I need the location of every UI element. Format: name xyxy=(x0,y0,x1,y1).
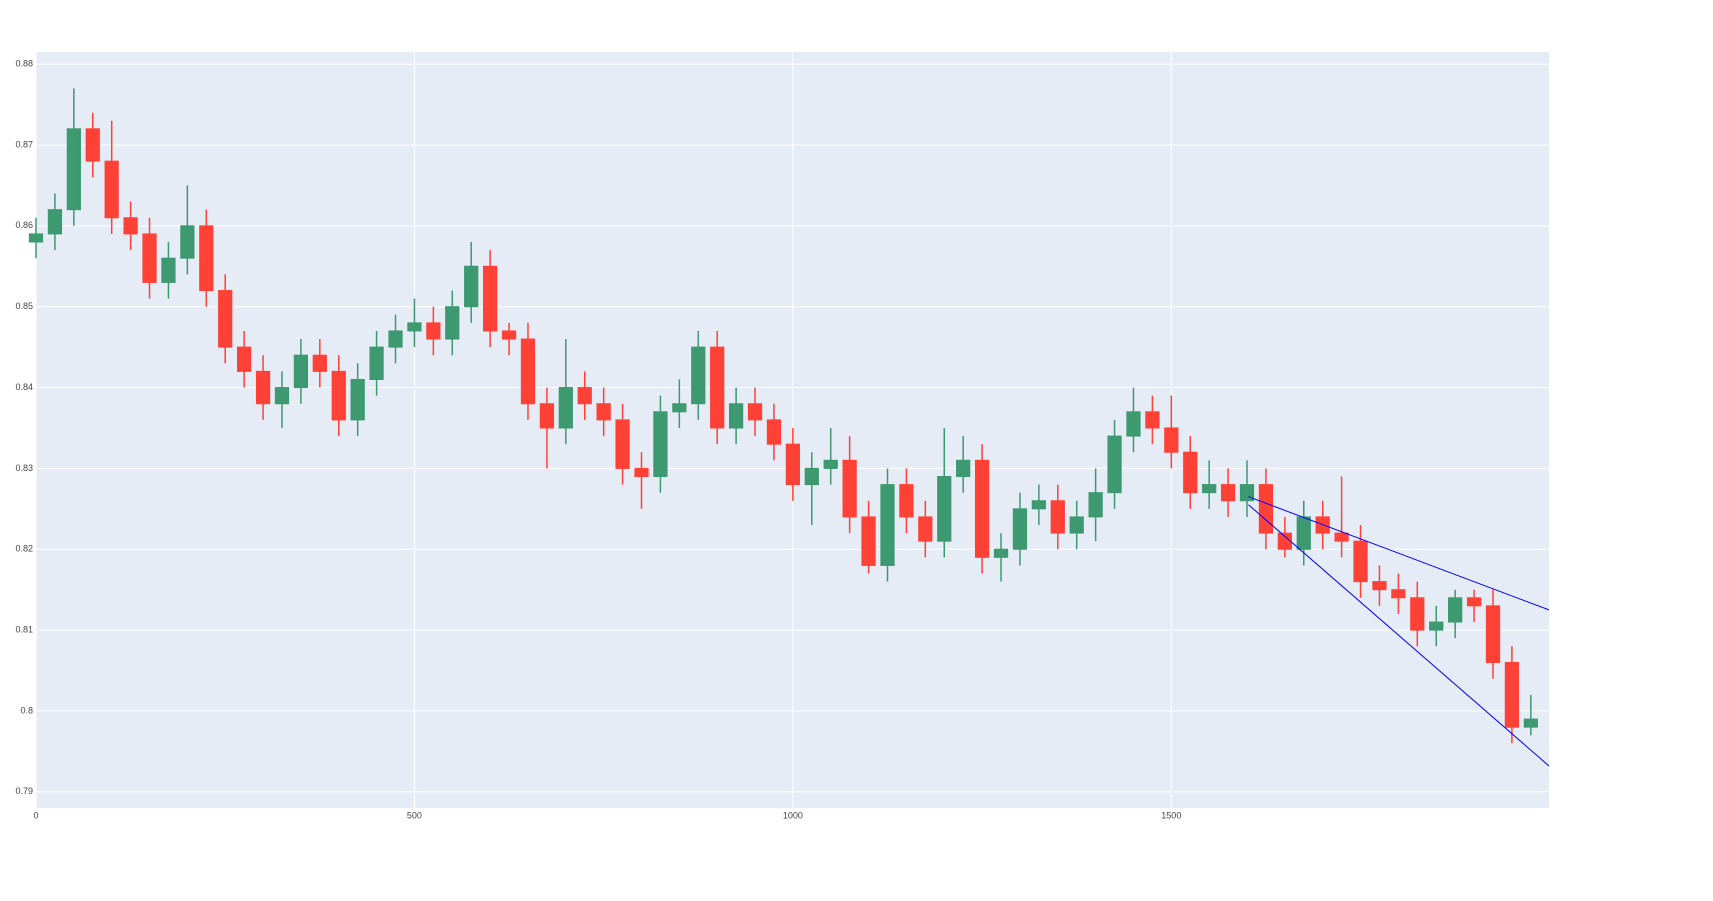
candle-body xyxy=(104,160,119,219)
candle-body xyxy=(218,290,233,348)
candle-body xyxy=(804,467,819,486)
x-tick-label: 0 xyxy=(33,810,38,820)
candle-body xyxy=(464,265,479,308)
candle-body xyxy=(312,354,327,372)
candle-body xyxy=(1258,484,1274,534)
y-tick-label: 0.88 xyxy=(15,59,33,69)
y-tick-label: 0.81 xyxy=(15,624,33,634)
candle-body xyxy=(199,225,214,292)
y-tick-label: 0.79 xyxy=(15,786,33,796)
candle-body xyxy=(1353,540,1368,583)
candle-body xyxy=(520,338,536,405)
candle-body xyxy=(766,419,782,445)
candle-body xyxy=(1107,435,1122,494)
y-tick-label: 0.8 xyxy=(20,705,33,715)
candle-body xyxy=(1220,484,1236,502)
candle-body xyxy=(1523,718,1538,728)
candle-body xyxy=(861,516,876,566)
candle-body xyxy=(426,322,441,340)
candle-body xyxy=(1012,508,1028,550)
candle-body xyxy=(937,475,952,542)
candle-body xyxy=(66,128,81,211)
trend-line xyxy=(1248,496,1550,611)
candle-body xyxy=(501,330,517,340)
candle-body xyxy=(180,225,195,259)
candle-body xyxy=(1069,516,1084,534)
candle-body xyxy=(842,459,857,518)
candle-body xyxy=(1485,605,1501,663)
candle-body xyxy=(293,354,309,389)
candle-body xyxy=(785,443,801,486)
candle-body xyxy=(1504,661,1520,728)
x-tick-label: 1500 xyxy=(1161,810,1181,820)
y-tick-label: 0.86 xyxy=(15,220,33,230)
x-tick-label: 500 xyxy=(407,810,422,820)
candle-body xyxy=(1372,581,1387,591)
candle-body xyxy=(596,403,611,421)
candle-body xyxy=(880,484,895,566)
candle-body xyxy=(672,403,687,413)
candle-body xyxy=(388,330,403,348)
candle-body xyxy=(993,548,1009,558)
candle-body xyxy=(445,306,460,340)
candle-body xyxy=(350,378,365,421)
candle-body xyxy=(1410,597,1425,631)
candle-body xyxy=(974,459,990,558)
y-tick-label: 0.82 xyxy=(15,544,33,554)
candle-body xyxy=(1031,500,1046,510)
candle-body xyxy=(747,403,763,421)
candle-body xyxy=(558,387,573,429)
candle-body xyxy=(634,467,649,477)
candle-body xyxy=(407,322,422,332)
candle-body xyxy=(728,403,744,429)
candle-body xyxy=(1239,484,1255,502)
y-tick-label: 0.83 xyxy=(15,463,33,473)
candle-body xyxy=(1183,451,1198,494)
candle-body xyxy=(47,209,63,235)
candle-body xyxy=(1126,411,1141,437)
candle-body xyxy=(142,233,157,283)
candle-body xyxy=(691,346,706,405)
candle-body xyxy=(331,370,346,421)
candle-body xyxy=(956,459,971,477)
candle-body xyxy=(161,257,176,283)
candle-body xyxy=(255,370,271,405)
candle-body xyxy=(1145,411,1160,429)
candle-body xyxy=(1164,427,1179,453)
trend-line xyxy=(1248,504,1550,767)
y-tick-label: 0.85 xyxy=(15,301,33,311)
candle-body xyxy=(1429,621,1444,631)
candle-body xyxy=(1202,484,1217,494)
candle-body xyxy=(1466,597,1482,607)
candle-body xyxy=(615,419,630,469)
candle-body xyxy=(577,387,592,405)
candle-body xyxy=(369,346,384,380)
y-tick-label: 0.84 xyxy=(15,382,33,392)
candle-body xyxy=(85,128,100,162)
candle-body xyxy=(1296,516,1311,550)
candle-body xyxy=(1391,589,1406,599)
candle-body xyxy=(483,265,498,332)
x-tick-label: 1000 xyxy=(783,810,803,820)
candle-body xyxy=(1448,597,1463,623)
candle-body xyxy=(237,346,252,372)
candle-body xyxy=(899,484,914,518)
y-tick-label: 0.87 xyxy=(15,139,33,149)
candle-body xyxy=(1277,532,1292,550)
candle-body xyxy=(1334,532,1349,542)
candle-body xyxy=(123,217,138,235)
candle-body xyxy=(1088,492,1103,518)
candle-body xyxy=(1050,500,1065,534)
candle-body xyxy=(28,233,44,243)
candle-body xyxy=(823,459,838,469)
candle-body xyxy=(918,516,933,542)
candle-body xyxy=(653,411,668,477)
candle-body xyxy=(539,403,555,429)
candle-body xyxy=(710,346,725,429)
candle-body xyxy=(274,387,290,405)
